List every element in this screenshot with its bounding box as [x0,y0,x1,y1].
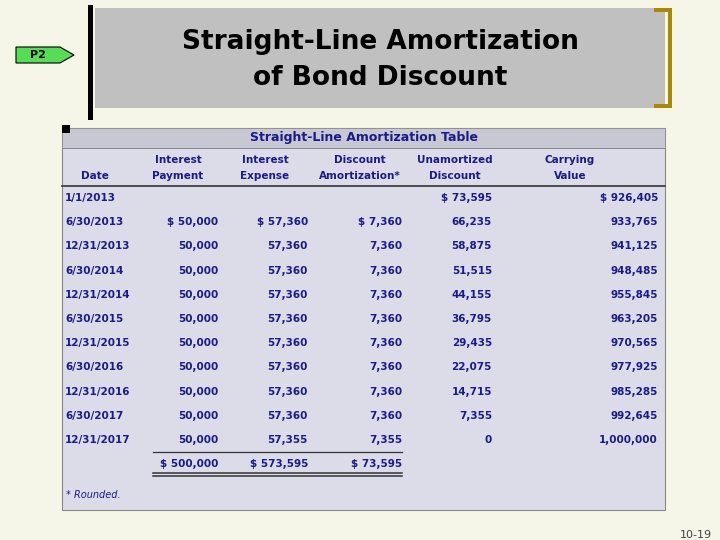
Text: 29,435: 29,435 [451,338,492,348]
Text: $ 73,595: $ 73,595 [441,193,492,203]
Text: * Rounded.: * Rounded. [66,490,121,500]
Text: Unamortized: Unamortized [417,155,492,165]
Text: P2: P2 [30,50,46,60]
Text: Straight-Line Amortization: Straight-Line Amortization [181,29,578,55]
Text: 50,000: 50,000 [178,241,218,252]
Text: 970,565: 970,565 [611,338,658,348]
Text: 7,360: 7,360 [369,266,402,275]
Bar [62,128,665,510]
Text: 36,795: 36,795 [451,314,492,324]
Text: 7,360: 7,360 [369,362,402,373]
Text: 12/31/2015: 12/31/2015 [65,338,130,348]
Text: 0: 0 [485,435,492,445]
Text: $ 73,595: $ 73,595 [351,459,402,469]
Text: Interest: Interest [242,155,289,165]
Text: Carrying: Carrying [545,155,595,165]
Bar [0,108,720,120]
Text: 7,355: 7,355 [369,435,402,445]
Text: 57,360: 57,360 [268,266,308,275]
Text: 933,765: 933,765 [611,217,658,227]
FancyArrow shape [16,47,74,63]
Text: $ 573,595: $ 573,595 [250,459,308,469]
Text: 12/31/2013: 12/31/2013 [65,241,130,252]
Bar [88,5,93,120]
Text: 66,235: 66,235 [451,217,492,227]
Bar [654,104,672,108]
Text: 50,000: 50,000 [178,314,218,324]
Text: 57,360: 57,360 [268,362,308,373]
Text: 6/30/2014: 6/30/2014 [65,266,123,275]
Text: Amortization*: Amortization* [319,171,401,181]
Text: $ 926,405: $ 926,405 [600,193,658,203]
Text: 50,000: 50,000 [178,411,218,421]
Bar [654,8,672,12]
Text: 7,360: 7,360 [369,338,402,348]
Text: 963,205: 963,205 [611,314,658,324]
Text: 57,355: 57,355 [268,435,308,445]
Text: Discount: Discount [429,171,481,181]
Text: 948,485: 948,485 [611,266,658,275]
Text: Straight-Line Amortization Table: Straight-Line Amortization Table [250,132,477,145]
Text: 57,360: 57,360 [268,338,308,348]
Text: 941,125: 941,125 [611,241,658,252]
Text: Discount: Discount [334,155,386,165]
Text: 6/30/2016: 6/30/2016 [65,362,123,373]
Text: 7,355: 7,355 [459,411,492,421]
Text: 57,360: 57,360 [268,314,308,324]
Text: 7,360: 7,360 [369,387,402,396]
Text: $ 500,000: $ 500,000 [160,459,218,469]
Text: 10-19: 10-19 [680,530,712,540]
Text: 57,360: 57,360 [268,241,308,252]
Text: 50,000: 50,000 [178,290,218,300]
Text: 992,645: 992,645 [611,411,658,421]
Text: Value: Value [554,171,586,181]
Text: 7,360: 7,360 [369,411,402,421]
Text: 50,000: 50,000 [178,266,218,275]
Text: Date: Date [81,171,109,181]
Text: 14,715: 14,715 [451,387,492,396]
Bar [62,125,70,133]
Text: 57,360: 57,360 [268,290,308,300]
Text: 50,000: 50,000 [178,435,218,445]
Bar [668,8,672,108]
Text: $ 57,360: $ 57,360 [257,217,308,227]
Text: Payment: Payment [153,171,204,181]
Text: 50,000: 50,000 [178,362,218,373]
Text: 12/31/2017: 12/31/2017 [65,435,130,445]
Text: of Bond Discount: of Bond Discount [253,65,507,91]
Text: 22,075: 22,075 [451,362,492,373]
Text: 7,360: 7,360 [369,241,402,252]
Text: 58,875: 58,875 [451,241,492,252]
Text: 6/30/2015: 6/30/2015 [65,314,123,324]
Text: 12/31/2014: 12/31/2014 [65,290,130,300]
Text: 50,000: 50,000 [178,387,218,396]
Bar [62,128,665,148]
Text: 57,360: 57,360 [268,411,308,421]
Text: 51,515: 51,515 [451,266,492,275]
Text: 1/1/2013: 1/1/2013 [65,193,116,203]
Text: 955,845: 955,845 [611,290,658,300]
Text: 44,155: 44,155 [451,290,492,300]
Text: Expense: Expense [240,171,289,181]
Text: Interest: Interest [155,155,202,165]
Text: $ 7,360: $ 7,360 [358,217,402,227]
Text: 57,360: 57,360 [268,387,308,396]
Text: 6/30/2013: 6/30/2013 [65,217,123,227]
Bar [95,8,665,108]
Text: 6/30/2017: 6/30/2017 [65,411,123,421]
Text: 977,925: 977,925 [611,362,658,373]
Text: 50,000: 50,000 [178,338,218,348]
Text: 7,360: 7,360 [369,290,402,300]
Text: 985,285: 985,285 [611,387,658,396]
Text: 1,000,000: 1,000,000 [599,435,658,445]
Text: 7,360: 7,360 [369,314,402,324]
Text: 12/31/2016: 12/31/2016 [65,387,130,396]
Text: $ 50,000: $ 50,000 [167,217,218,227]
